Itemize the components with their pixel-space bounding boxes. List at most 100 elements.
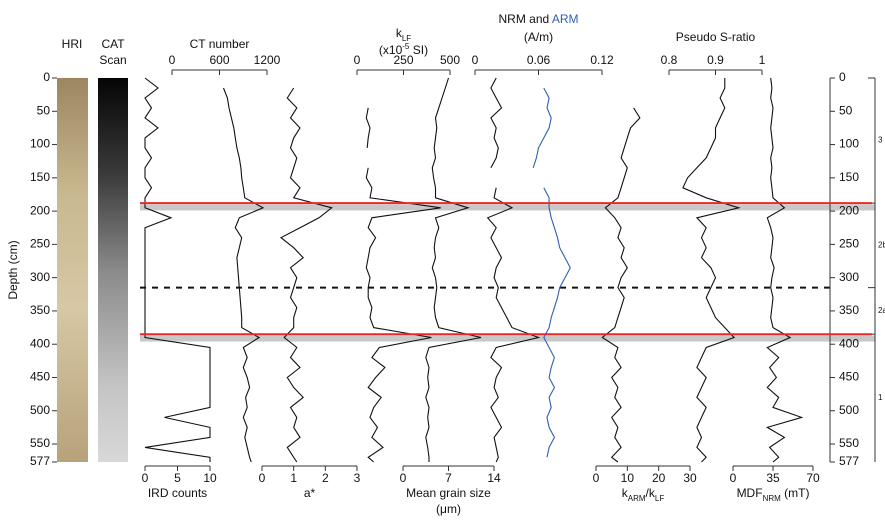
hri-label: HRI [62, 37, 83, 51]
axis-title-part: k [396, 26, 403, 40]
y-tick-label: 577 [30, 454, 50, 468]
profile-line [601, 107, 641, 463]
y-tick-label: 100 [30, 137, 50, 151]
y-tick-label: 150 [30, 170, 50, 184]
profile-line [222, 87, 265, 463]
profile-line [365, 107, 441, 463]
axis-title-part: (μm) [436, 502, 461, 516]
x-tick-label: 0 [472, 53, 479, 67]
y2-tick-label: 300 [839, 270, 859, 284]
axis-title-part: CT number [190, 37, 250, 51]
axis-title: Pseudo S-ratio [676, 30, 756, 44]
x-tick-label: 1 [759, 53, 766, 67]
y-tick-label: 400 [30, 336, 50, 350]
axis-title: (A/m) [524, 30, 553, 44]
y-tick-label: 300 [30, 270, 50, 284]
y-axis-label: Depth (cm) [6, 240, 20, 299]
axis-title-part: (mT) [781, 486, 810, 500]
axis-title-part: k [622, 486, 629, 500]
x-tick-label: 0 [142, 471, 149, 485]
grey-band [140, 204, 875, 211]
y-tick-label: 500 [30, 403, 50, 417]
x-tick-label: 0.06 [527, 53, 551, 67]
x-tick-label: 2 [322, 471, 329, 485]
axis-title-part: (A/m) [524, 30, 553, 44]
y2-tick-label: 500 [839, 403, 859, 417]
x-tick-label: 7 [445, 471, 452, 485]
axis-title: (μm) [436, 502, 461, 516]
x-tick-label: 35 [766, 471, 780, 485]
x-tick-label: 10 [621, 471, 635, 485]
y2-tick-label: 250 [839, 237, 859, 251]
axis-title-part: SI) [409, 43, 428, 57]
x-tick-label: 30 [683, 471, 697, 485]
x-tick-label: 0.8 [661, 53, 678, 67]
y2-tick-label: 400 [839, 336, 859, 350]
y2-tick-label: 350 [839, 303, 859, 317]
x-tick-label: 10 [203, 471, 217, 485]
y2-tick-label: 577 [839, 454, 859, 468]
axis-title: a* [304, 486, 316, 500]
y-tick-label: 350 [30, 303, 50, 317]
profile-line [765, 77, 804, 463]
x-tick-label: 600 [209, 53, 229, 67]
y2-tick-label: 550 [839, 436, 859, 450]
y-tick-label: 450 [30, 370, 50, 384]
y-tick-label: 550 [30, 436, 50, 450]
axis-title-part: ARM [552, 12, 579, 26]
axis-title-part: -5 [402, 42, 410, 51]
y2-tick-label: 200 [839, 203, 859, 217]
profile-line [279, 87, 333, 463]
x-tick-label: 0 [593, 471, 600, 485]
x-tick-label: 0 [400, 471, 407, 485]
axis-title: MDFNRM (mT) [737, 486, 810, 502]
axis-title: (x10-5 SI) [379, 42, 428, 58]
x-tick-label: 70 [806, 471, 820, 485]
x-tick-label: 0 [730, 471, 737, 485]
y-tick-label: 200 [30, 203, 50, 217]
grey-band [140, 335, 875, 342]
x-tick-label: 0.9 [707, 53, 724, 67]
axis-title-part: ARM [628, 494, 646, 503]
axis-title-part: LF [655, 494, 664, 503]
x-tick-label: 1 [290, 471, 297, 485]
unit-label: 3 [878, 136, 883, 145]
y2-tick-label: 0 [839, 70, 846, 84]
axis-title: NRM and ARM [498, 12, 578, 26]
unit-label: 1 [878, 393, 883, 402]
x-tick-label: 0 [259, 471, 266, 485]
axis-title: kLF [396, 26, 411, 42]
y-tick-label: 50 [37, 103, 51, 117]
cat-label: CAT [101, 37, 125, 51]
y2-tick-label: 50 [839, 103, 853, 117]
unit-label: 2b [878, 240, 885, 249]
x-tick-label: 0 [169, 53, 176, 67]
axis-title-part: Pseudo S-ratio [676, 30, 756, 44]
unit-label: 2a [878, 306, 885, 315]
axis-title: IRD counts [148, 486, 207, 500]
y2-tick-label: 150 [839, 170, 859, 184]
profile-line [532, 87, 571, 458]
axis-title-part: LF [402, 34, 411, 43]
x-tick-label: 250 [393, 53, 413, 67]
axis-title-part: Mean grain size [406, 486, 491, 500]
axis-title: kARM/kLF [622, 486, 665, 502]
x-tick-label: 500 [440, 53, 460, 67]
axis-title: Mean grain size [406, 486, 491, 500]
y2-tick-label: 450 [839, 370, 859, 384]
axis-title-part: NRM and [498, 12, 551, 26]
x-tick-label: 5 [174, 471, 181, 485]
x-tick-label: 20 [652, 471, 666, 485]
axis-title-part: (x10 [379, 43, 403, 57]
axis-title-part: /k [646, 486, 656, 500]
y-tick-label: 0 [43, 70, 50, 84]
profile-line [425, 77, 482, 462]
cat-label: Scan [99, 53, 126, 67]
profile-line [682, 78, 741, 463]
profile-line [486, 77, 541, 463]
x-tick-label: 14 [487, 471, 501, 485]
x-tick-label: 1200 [254, 53, 281, 67]
x-tick-label: 0 [354, 53, 361, 67]
hri-core-image [57, 78, 88, 462]
